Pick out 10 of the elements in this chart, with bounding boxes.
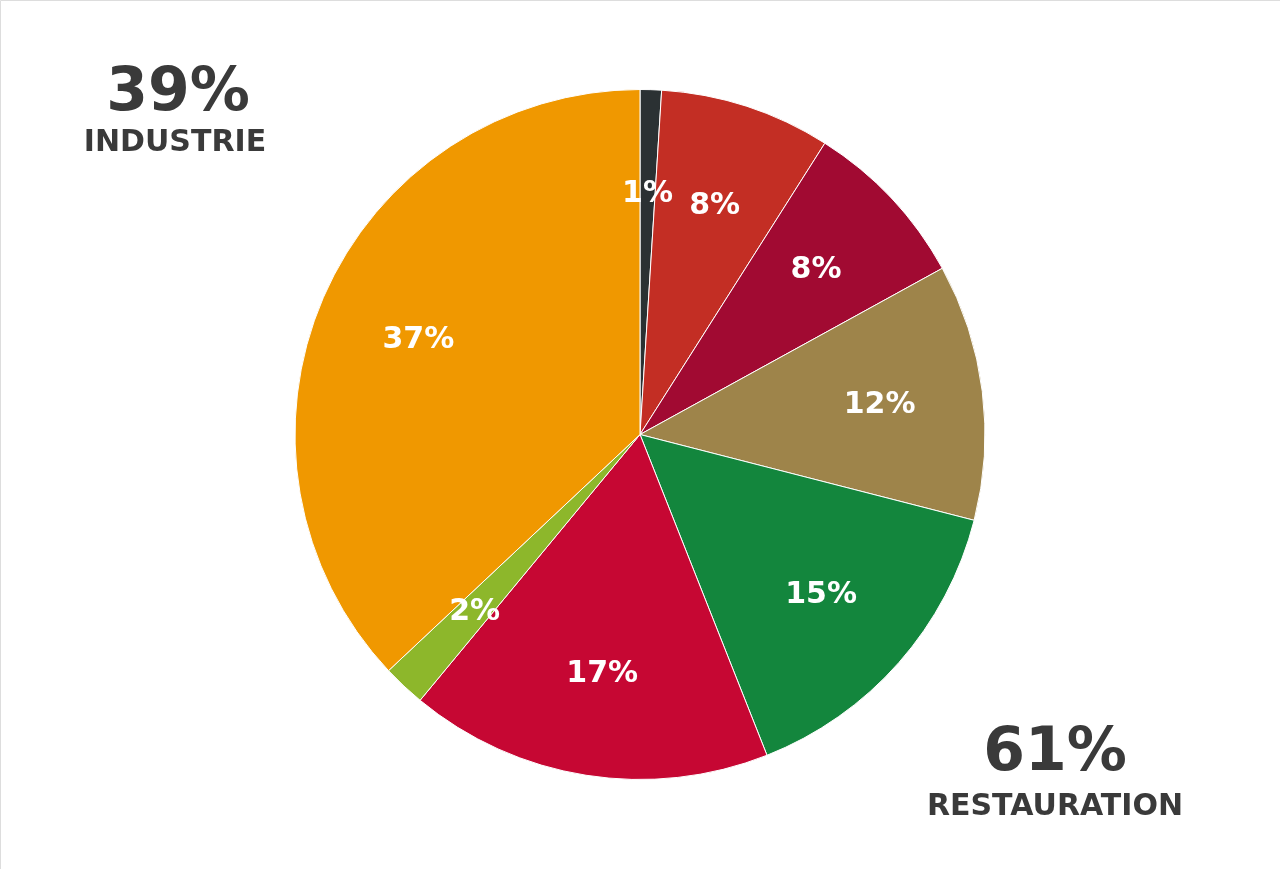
text: RESTAURATION (926, 787, 1184, 822)
text: 39% (106, 54, 250, 124)
data-label: 8% (689, 185, 741, 221)
data-label: 15% (785, 575, 858, 611)
data-label: 8% (790, 250, 842, 286)
data-label: 17% (566, 654, 639, 690)
text: INDUSTRIE (83, 123, 267, 158)
data-label: 12% (843, 385, 916, 421)
text: 61% (983, 714, 1127, 784)
data-label: 37% (382, 319, 455, 355)
